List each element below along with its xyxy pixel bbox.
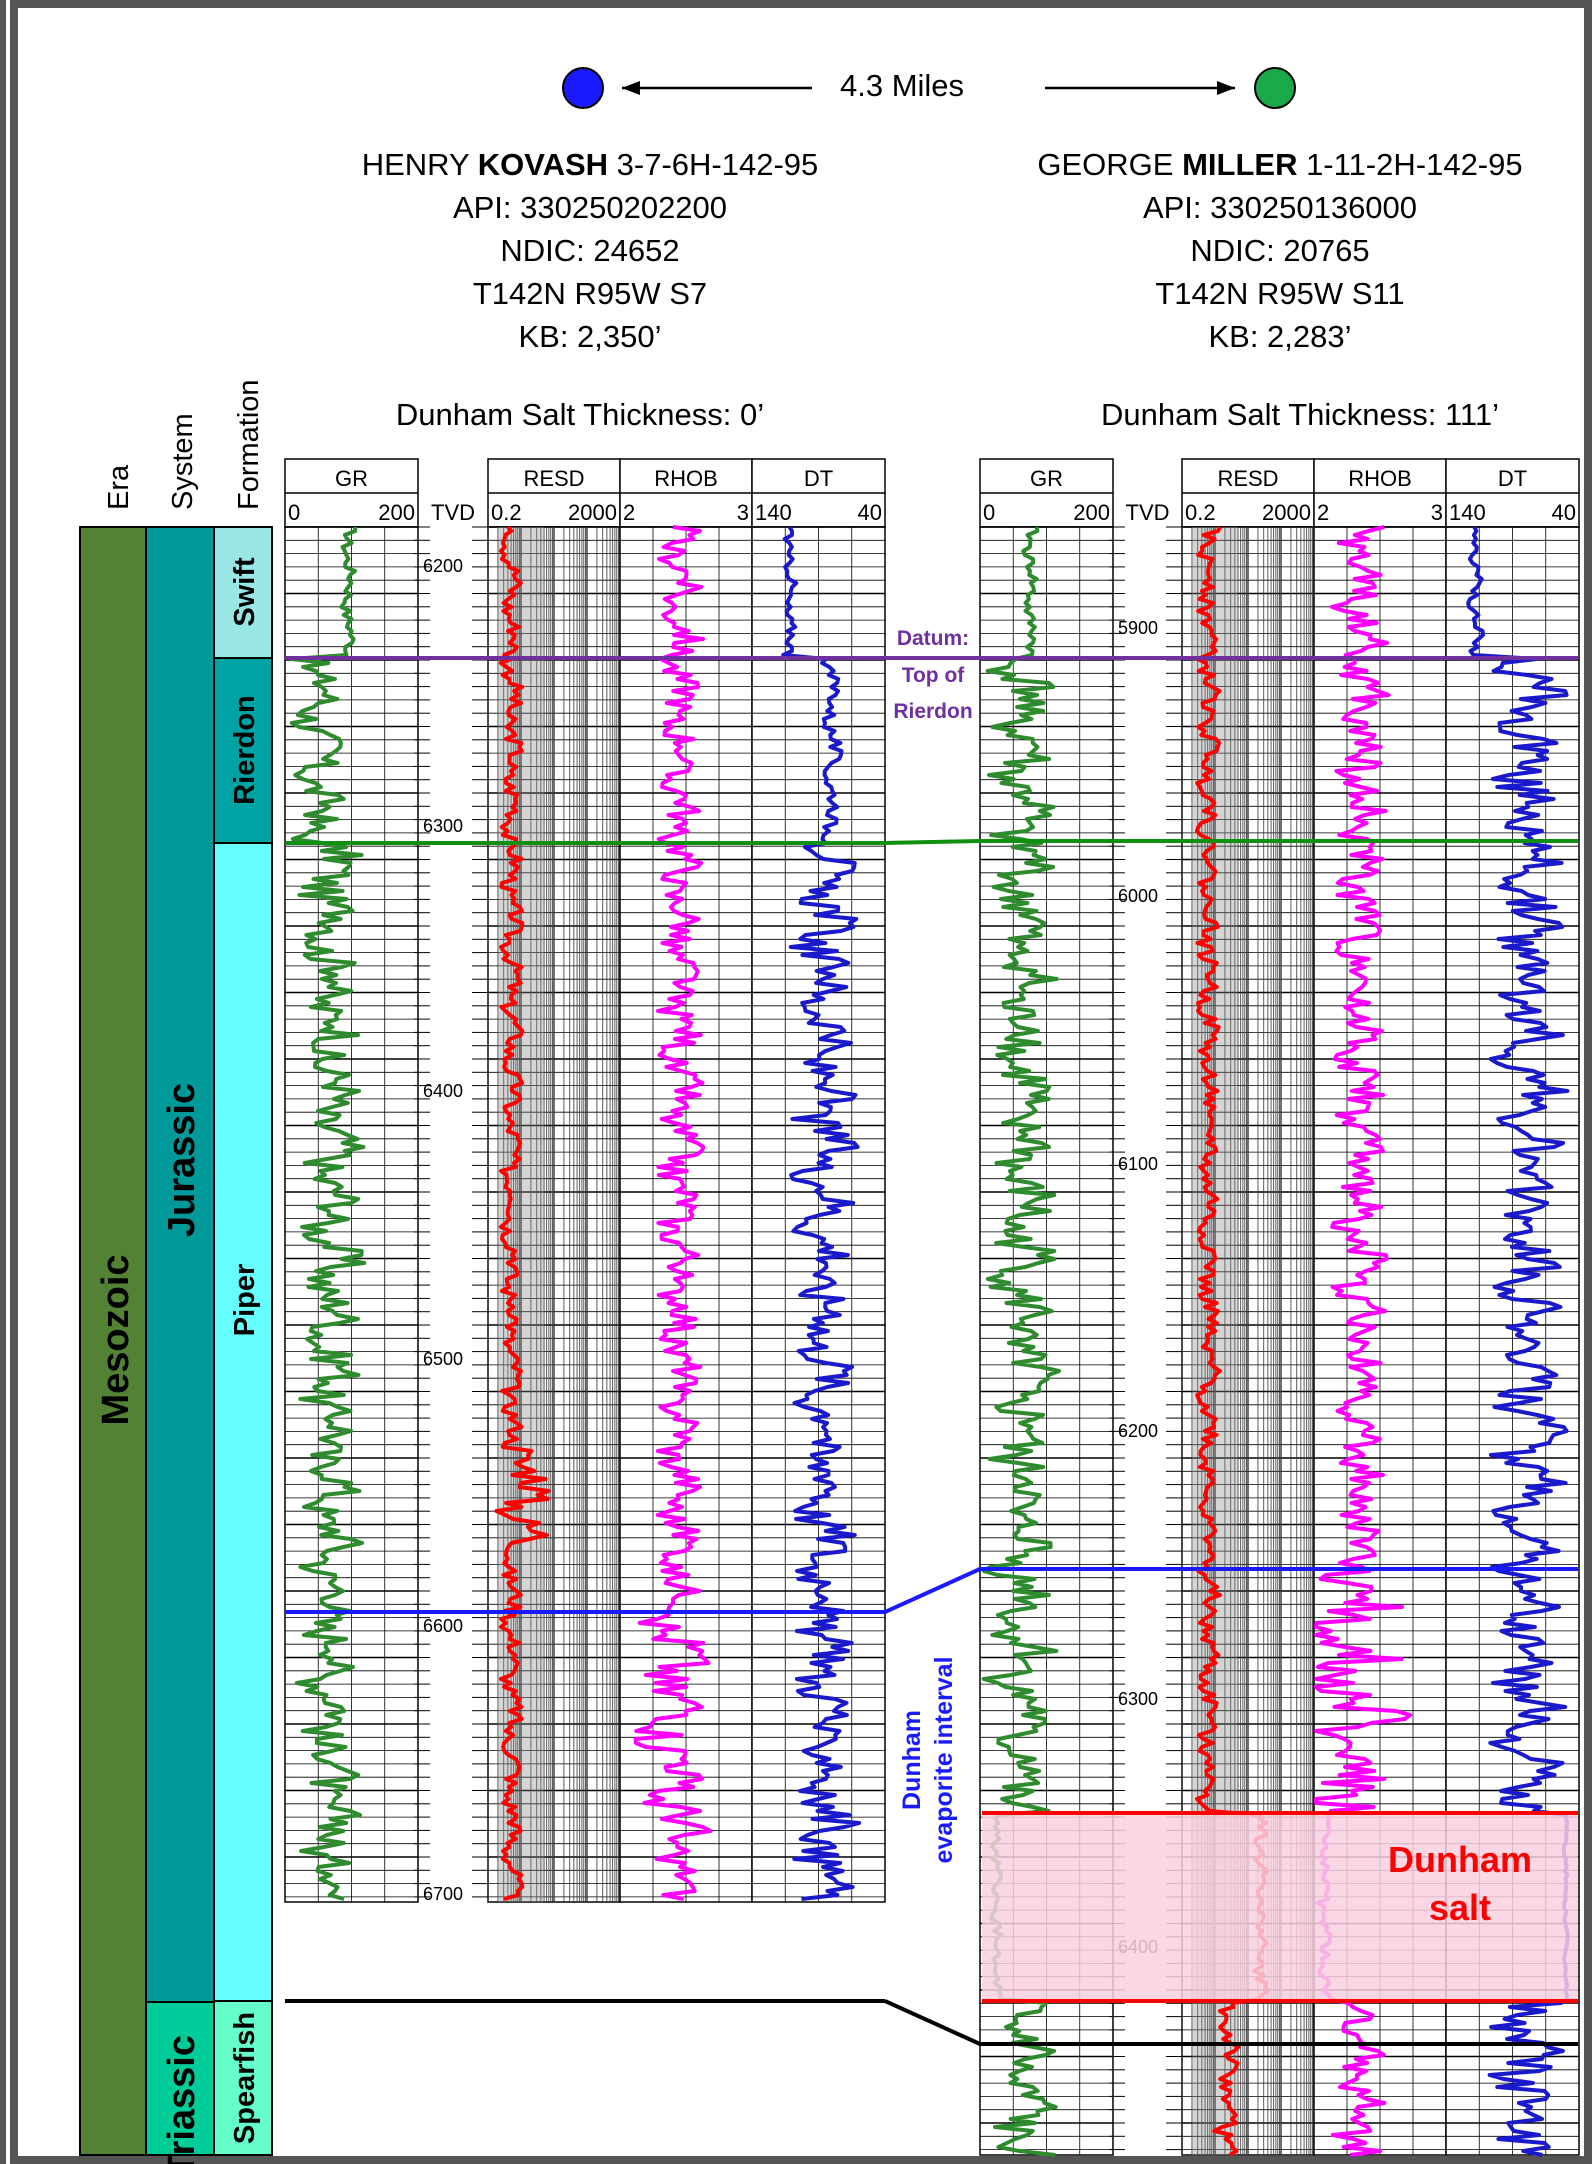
resd-header-label: RESD bbox=[523, 466, 584, 491]
system-triassic-box bbox=[145, 2001, 215, 2156]
gr-header-label: GR bbox=[335, 466, 368, 491]
salt-label-2: salt bbox=[1429, 1887, 1491, 1928]
dt-curve bbox=[781, 526, 862, 1901]
depth-label: 6700 bbox=[423, 1884, 463, 1904]
resd-scale-min: 0.2 bbox=[1185, 500, 1216, 525]
system-jurassic-box bbox=[145, 526, 215, 2003]
formation-header: Formation bbox=[233, 379, 265, 510]
dt-header-label: DT bbox=[1498, 466, 1527, 491]
depth-label: 6400 bbox=[423, 1081, 463, 1101]
depth-label: 6200 bbox=[423, 556, 463, 576]
depth-label: 6000 bbox=[1118, 886, 1158, 906]
dt-scale-min: 140 bbox=[1449, 500, 1486, 525]
datum-label-3: Rierdon bbox=[893, 700, 972, 723]
formation-swift-label: Swift bbox=[229, 557, 261, 627]
well-2-name: GEORGE MILLER 1-11-2H-142-95 bbox=[1037, 147, 1523, 182]
gr-scale-min: 0 bbox=[288, 500, 300, 525]
piper-top-connector bbox=[884, 839, 981, 845]
well-2-kb: KB: 2,283’ bbox=[1208, 319, 1352, 354]
system-jurassic-label: Jurassic bbox=[161, 1083, 203, 1237]
system-header: System bbox=[167, 413, 199, 510]
resd-scale-min: 0.2 bbox=[491, 500, 522, 525]
well-1-kb: KB: 2,350’ bbox=[518, 319, 662, 354]
correlation-lines bbox=[285, 656, 1578, 2046]
resd-scale-max: 2000 bbox=[1262, 500, 1311, 525]
rhob-scale-min: 2 bbox=[1317, 500, 1329, 525]
distance-label: 4.3 Miles bbox=[840, 68, 965, 103]
outer-border bbox=[10, 0, 1592, 2164]
well-1-api: API: 330250202200 bbox=[452, 190, 728, 225]
rhob-scale-min: 2 bbox=[623, 500, 635, 525]
rhob-curve bbox=[633, 525, 713, 1901]
tvd-header-label: TVD bbox=[1126, 500, 1170, 525]
depth-label: 6500 bbox=[423, 1349, 463, 1369]
era-mesozoic-label: Mesozoic bbox=[95, 1254, 137, 1425]
rhob-scale-max: 3 bbox=[1431, 500, 1443, 525]
era-mesozoic-box bbox=[79, 526, 147, 2156]
formation-piper-box bbox=[213, 842, 273, 2002]
well-2-header: GEORGE MILLER 1-11-2H-142-95 API: 330250… bbox=[975, 143, 1585, 358]
gr-header-label: GR bbox=[1030, 466, 1063, 491]
gr-scale-max: 200 bbox=[1073, 500, 1110, 525]
depth-label: 6100 bbox=[1118, 1154, 1158, 1174]
evaporite-label-2: evaporite interval bbox=[930, 1656, 958, 1863]
resd-scale-max: 2000 bbox=[568, 500, 617, 525]
well-2-location: T142N R95W S11 bbox=[1155, 276, 1405, 311]
formation-piper-label: Piper bbox=[229, 1264, 261, 1337]
well-2-location-dot bbox=[1254, 67, 1296, 109]
resd-curve bbox=[494, 525, 551, 1901]
gr-curve bbox=[289, 526, 367, 1901]
depth-label: 6300 bbox=[423, 816, 463, 836]
well-2-ndic: NDIC: 20765 bbox=[1190, 233, 1370, 268]
arrow-head-left bbox=[622, 81, 640, 95]
depth-label: 6600 bbox=[423, 1616, 463, 1636]
system-triassic-label: Triassic bbox=[161, 2035, 203, 2164]
spearfish-top-connector bbox=[884, 1999, 981, 2046]
depth-label: 6200 bbox=[1118, 1421, 1158, 1441]
evaporite-label-1: Dunham bbox=[898, 1710, 926, 1810]
dt-scale-max: 40 bbox=[1552, 500, 1576, 525]
datum-label-1: Datum: bbox=[897, 627, 969, 650]
well-1-ndic: NDIC: 24652 bbox=[500, 233, 680, 268]
dt-header-label: DT bbox=[804, 466, 833, 491]
well-1-name: HENRY KOVASH 3-7-6H-142-95 bbox=[361, 147, 819, 182]
depth-label: 5900 bbox=[1118, 618, 1158, 638]
gr-scale-min: 0 bbox=[983, 500, 995, 525]
formation-spearfish-box bbox=[213, 2000, 273, 2156]
dt-scale-max: 40 bbox=[858, 500, 882, 525]
well-1-location: T142N R95W S7 bbox=[472, 276, 708, 311]
rhob-header-label: RHOB bbox=[654, 466, 718, 491]
dunham-salt-zone bbox=[982, 1813, 1578, 2001]
rhob-scale-max: 3 bbox=[737, 500, 749, 525]
well-2-salt-thickness: Dunham Salt Thickness: 111’ bbox=[1100, 397, 1500, 432]
formation-rierdon-box bbox=[213, 657, 273, 844]
well-1-salt-thickness: Dunham Salt Thickness: 0’ bbox=[395, 397, 765, 432]
formation-spearfish-label: Spearfish bbox=[229, 2012, 261, 2144]
dt-scale-min: 140 bbox=[755, 500, 792, 525]
rhob-header-label: RHOB bbox=[1348, 466, 1412, 491]
tvd-header-label: TVD bbox=[431, 500, 475, 525]
resd-header-label: RESD bbox=[1217, 466, 1278, 491]
well-1-header: HENRY KOVASH 3-7-6H-142-95 API: 33025020… bbox=[280, 143, 900, 358]
well-2-api: API: 330250136000 bbox=[1142, 190, 1418, 225]
depth-label: 6300 bbox=[1118, 1689, 1158, 1709]
arrow-head-right bbox=[1217, 81, 1235, 95]
datum-label-2: Top of bbox=[902, 664, 966, 687]
stratigraphic-column: Mesozoic Jurassic Triassic Swift Rierdon… bbox=[79, 526, 273, 2164]
salt-label-1: Dunham bbox=[1388, 1839, 1532, 1880]
evaporite-top-connector bbox=[884, 1567, 981, 1614]
log-grid-shade bbox=[497, 527, 545, 1902]
gr-scale-max: 200 bbox=[378, 500, 415, 525]
well-1-location-dot bbox=[562, 67, 604, 109]
formation-rierdon-label: Rierdon bbox=[229, 695, 261, 805]
era-header: Era bbox=[103, 464, 135, 510]
